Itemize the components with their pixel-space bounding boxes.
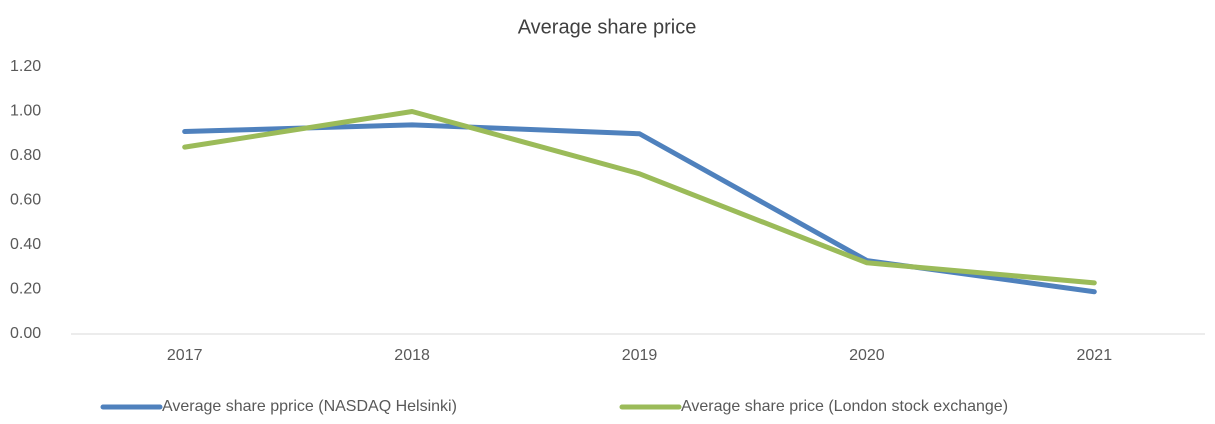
series-line xyxy=(182,109,1097,286)
x-tick-label: 2018 xyxy=(394,347,430,364)
y-tick-label: 0.20 xyxy=(10,281,41,298)
chart-title: Average share price xyxy=(518,16,697,38)
x-tick-label: 2021 xyxy=(1077,347,1113,364)
y-tick-label: 1.20 xyxy=(10,58,41,75)
y-tick-label: 0.40 xyxy=(10,236,41,253)
y-tick-label: 1.00 xyxy=(10,103,41,120)
y-tick-label: 0.60 xyxy=(10,192,41,209)
x-tick-label: 2017 xyxy=(167,347,203,364)
x-tick-label: 2019 xyxy=(622,347,658,364)
legend-label: Average share pprice (NASDAQ Helsinki) xyxy=(162,398,457,415)
legend-label: Average share price (London stock exchan… xyxy=(681,398,1008,415)
y-tick-label: 0.00 xyxy=(10,325,41,342)
series-line xyxy=(182,122,1097,295)
x-tick-label: 2020 xyxy=(849,347,885,364)
y-tick-label: 0.80 xyxy=(10,147,41,164)
